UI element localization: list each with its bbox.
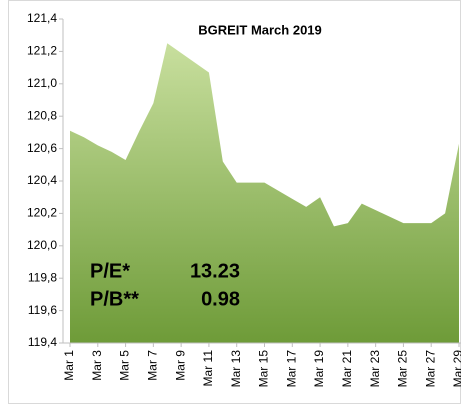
y-tick-label: 120,0 xyxy=(27,238,57,252)
y-tick-label: 120,8 xyxy=(27,108,57,122)
x-tick-label: Mar 23 xyxy=(368,350,382,388)
annotation: 13.23 xyxy=(190,260,240,282)
x-tick-label: Mar 9 xyxy=(173,350,187,381)
y-tick-label: 120,6 xyxy=(27,141,57,155)
y-tick-label: 121,2 xyxy=(27,44,57,58)
x-tick-label: Mar 27 xyxy=(423,350,437,388)
y-tick-label: 120,4 xyxy=(27,173,57,187)
y-tick-label: 121,0 xyxy=(27,76,57,90)
y-tick-label: 120,2 xyxy=(27,206,57,220)
x-tick-label: Mar 21 xyxy=(340,350,354,388)
x-tick-label: Mar 7 xyxy=(146,350,160,381)
x-tick-label: Mar 17 xyxy=(284,350,298,388)
x-tick-label: Mar 1 xyxy=(62,350,76,381)
x-tick-label: Mar 13 xyxy=(229,350,243,388)
y-tick-label: 121,4 xyxy=(27,11,57,25)
x-tick-label: Mar 25 xyxy=(396,350,410,388)
x-tick-label: Mar 11 xyxy=(201,350,215,387)
y-tick-label: 119,8 xyxy=(28,270,57,284)
y-tick-label: 119,4 xyxy=(28,335,57,349)
x-tick-label: Mar 15 xyxy=(257,350,271,388)
area xyxy=(70,43,459,344)
annotation: P/B** xyxy=(90,288,139,310)
annotation: 0.98 xyxy=(201,288,240,310)
x-tick-label: Mar 5 xyxy=(118,350,132,381)
y-tick-label: 119,6 xyxy=(28,303,57,317)
chart-title: BGREIT March 2019 xyxy=(198,22,322,37)
x-tick-label: Mar 3 xyxy=(90,350,104,381)
annotation: P/E* xyxy=(90,260,130,282)
x-tick-label: Mar 29 xyxy=(451,350,461,388)
x-tick-label: Mar 19 xyxy=(312,350,326,388)
